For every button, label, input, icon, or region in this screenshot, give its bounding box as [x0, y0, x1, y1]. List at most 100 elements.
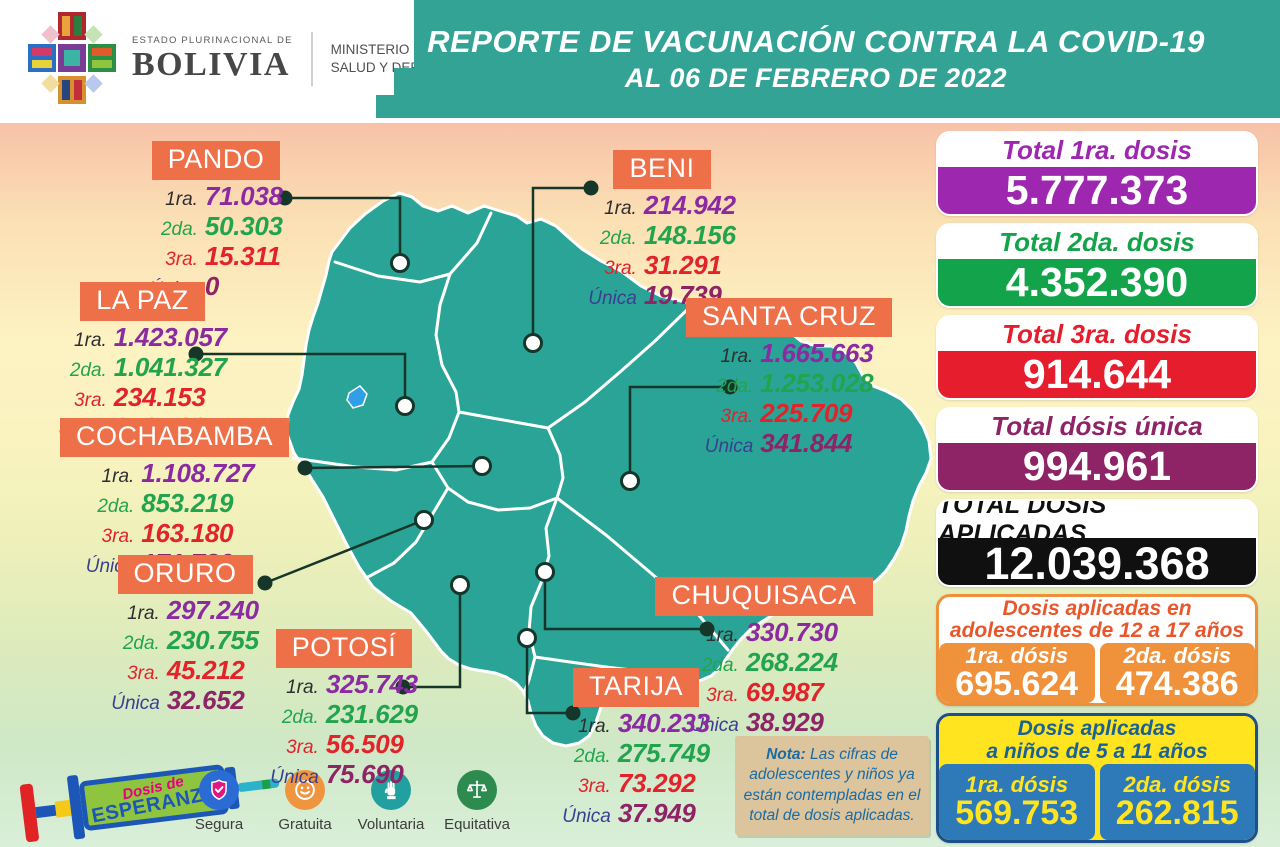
dept-potosi-label: POTOSÍ: [275, 629, 413, 668]
unique-label: Única: [270, 766, 319, 788]
vaccine-values-row: Segura Gratuita Voluntaria: [186, 770, 510, 833]
dose2-value: 1.041.327: [113, 351, 227, 382]
total-dose1-panel: Total 1ra. dosis 5.777.373: [936, 131, 1258, 216]
connector-lines: [196, 186, 730, 715]
dept-pando-label: PANDO: [151, 141, 281, 180]
total-dose1-value: 5.777.373: [938, 167, 1256, 214]
dose1-value: 1.665.663: [760, 337, 874, 368]
dose2-value: 275.749: [617, 737, 710, 768]
dose2-label: 2da.: [122, 632, 160, 654]
dept-oruro-label: ORURO: [117, 555, 253, 594]
dept-santa-cruz-stats: 1ra. 1.665.663 2da. 1.253.028 3ra. 225.709 …: [704, 337, 874, 460]
dose1-label: 1ra.: [74, 329, 107, 351]
dose3-value: 225.709: [760, 397, 853, 428]
dose3-value: 31.291: [643, 249, 722, 280]
totals-sidebar: Total 1ra. dosis 5.777.373 Total 2da. do…: [936, 131, 1258, 843]
dept-la-paz-label: LA PAZ: [80, 282, 205, 321]
total-dose3-value: 914.644: [938, 351, 1256, 398]
total-dose2-title: Total 2da. dosis: [938, 225, 1256, 259]
total-dose3-title: Total 3ra. dosis: [938, 317, 1256, 351]
dept-tarija-label: TARIJA: [572, 668, 699, 707]
raised-hand-icon: [371, 770, 411, 810]
dose3-label: 3ra.: [286, 736, 319, 758]
dose3-value: 69.987: [745, 676, 824, 707]
dept-pando-stats: 1ra.71.038 2da.50.303 3ra.15.311 Única0: [149, 180, 283, 303]
total-unique-dose-value: 994.961: [938, 443, 1256, 490]
dept-chuquisaca: CHUQUISACA 1ra. 330.730 2da. 268.224 3ra. 6…: [654, 577, 874, 739]
note-box: Nota: Las cifras de adolescentes y niños…: [735, 736, 929, 835]
dose2-value: 853.219: [141, 487, 234, 518]
government-logo: ESTADO PLURINACIONAL DE BOLIVIA MINISTER…: [26, 10, 466, 108]
value-segura: Segura: [186, 770, 252, 833]
dose1-value: 330.730: [745, 616, 838, 647]
dept-cochabamba-label: COCHABAMBA: [60, 418, 290, 457]
dept-tarija-stats: 1ra. 340.233 2da. 275.749 3ra. 73.292 Única…: [562, 709, 710, 830]
dose1-label: 1ra.: [720, 345, 754, 367]
dept-pando: PANDO 1ra.71.038 2da.50.303 3ra.15.311 Ú…: [116, 141, 316, 303]
dose2-label: 2da.: [160, 218, 198, 240]
value-gratuita: Gratuita: [272, 770, 338, 833]
dose2-label: 2da.: [97, 495, 135, 517]
header-bar: ESTADO PLURINACIONAL DE BOLIVIA MINISTER…: [0, 0, 1280, 123]
dept-oruro: ORURO 1ra. 297.240 2da. 230.755 3ra. 45.212…: [85, 555, 285, 717]
dept-cochabamba: COCHABAMBA 1ra. 1.108.727 2da. 853.219 3ra…: [60, 418, 290, 580]
dose3-value: 73.292: [617, 767, 696, 798]
dose3-label: 3ra.: [706, 684, 739, 706]
dose2-label: 2da.: [716, 375, 754, 397]
dept-potosi: POTOSÍ 1ra. 325.743 2da. 231.629 3ra. 56.50…: [244, 629, 444, 791]
dose3-label: 3ra.: [578, 775, 611, 797]
dept-chuquisaca-label: CHUQUISACA: [655, 577, 873, 616]
report-title-line1: REPORTE DE VACUNACIÓN CONTRA LA COVID-19: [427, 24, 1205, 59]
dose3-label: 3ra.: [127, 662, 160, 684]
dose2-value: 268.224: [745, 646, 838, 677]
bolivia-wordmark: ESTADO PLURINACIONAL DE BOLIVIA: [132, 36, 293, 83]
total-applied-value: 12.039.368: [938, 538, 1256, 585]
unique-value: 341.844: [760, 427, 853, 458]
adolescents-dose2: 2da. dósis 474.386: [1099, 643, 1255, 703]
syringe-rod-icon: [35, 804, 57, 818]
value-equitativa: Equitativa: [444, 770, 510, 833]
dose1-value: 71.038: [204, 180, 283, 211]
dose1-value: 1.108.727: [141, 457, 255, 488]
dose3-label: 3ra.: [720, 405, 754, 427]
children-panel: Dosis aplicadas a niños de 5 a 11 años 1…: [936, 713, 1258, 843]
children-columns: 1ra. dósis 569.753 2da. dósis 262.815: [939, 764, 1255, 840]
unique-label: Única: [111, 692, 160, 714]
dose2-label: 2da.: [701, 654, 739, 676]
unique-value: 38.929: [745, 706, 824, 737]
dose3-label: 3ra.: [165, 248, 198, 270]
lake-titicaca: [346, 385, 368, 409]
unique-label: Única: [704, 435, 754, 457]
dose1-label: 1ra.: [101, 465, 135, 487]
adolescents-panel: Dosis aplicadas en adolescentes de 12 a …: [936, 594, 1258, 706]
dose3-label: 3ra.: [101, 525, 135, 547]
dept-beni-stats: 1ra. 214.942 2da. 148.156 3ra. 31.291 Única…: [588, 189, 736, 312]
dept-beni-label: BENI: [613, 150, 711, 189]
unique-label: Única: [588, 287, 637, 309]
unique-value: 32.652: [166, 684, 245, 715]
dose1-value: 214.942: [643, 189, 736, 220]
total-applied-panel: TOTAL DOSIS APLICADAS 12.039.368: [936, 499, 1258, 587]
dose1-label: 1ra.: [604, 197, 637, 219]
dept-oruro-stats: 1ra. 297.240 2da. 230.755 3ra. 45.212 Única…: [111, 596, 259, 717]
unique-value: 0: [204, 270, 220, 301]
dose1-label: 1ra.: [286, 676, 319, 698]
balance-scale-icon: [457, 770, 497, 810]
unique-label: Única: [690, 714, 739, 736]
dept-tarija: TARIJA 1ra. 340.233 2da. 275.749 3ra. 73.29…: [536, 668, 736, 830]
total-dose3-panel: Total 3ra. dosis 914.644: [936, 315, 1258, 400]
dept-chuquisaca-stats: 1ra. 330.730 2da. 268.224 3ra. 69.987 Única…: [690, 616, 838, 739]
dose3-value: 56.509: [325, 728, 404, 759]
adolescents-columns: 1ra. dósis 695.624 2da. dósis 474.386: [939, 643, 1255, 703]
dose1-value: 325.743: [325, 668, 418, 699]
dose2-value: 50.303: [204, 210, 283, 241]
smiley-icon: [285, 770, 325, 810]
dept-santa-cruz: SANTA CRUZ 1ra. 1.665.663 2da. 1.253.028 3…: [679, 298, 899, 460]
dose2-value: 148.156: [643, 219, 736, 250]
total-applied-title: TOTAL DOSIS APLICADAS: [938, 501, 1256, 548]
dept-santa-cruz-label: SANTA CRUZ: [685, 298, 892, 337]
unique-value: 75.690: [325, 758, 404, 789]
shield-check-icon: [199, 770, 239, 810]
dept-potosi-stats: 1ra. 325.743 2da. 231.629 3ra. 56.509 Única…: [270, 668, 418, 791]
total-unique-dose-panel: Total dósis única 994.961: [936, 407, 1258, 492]
